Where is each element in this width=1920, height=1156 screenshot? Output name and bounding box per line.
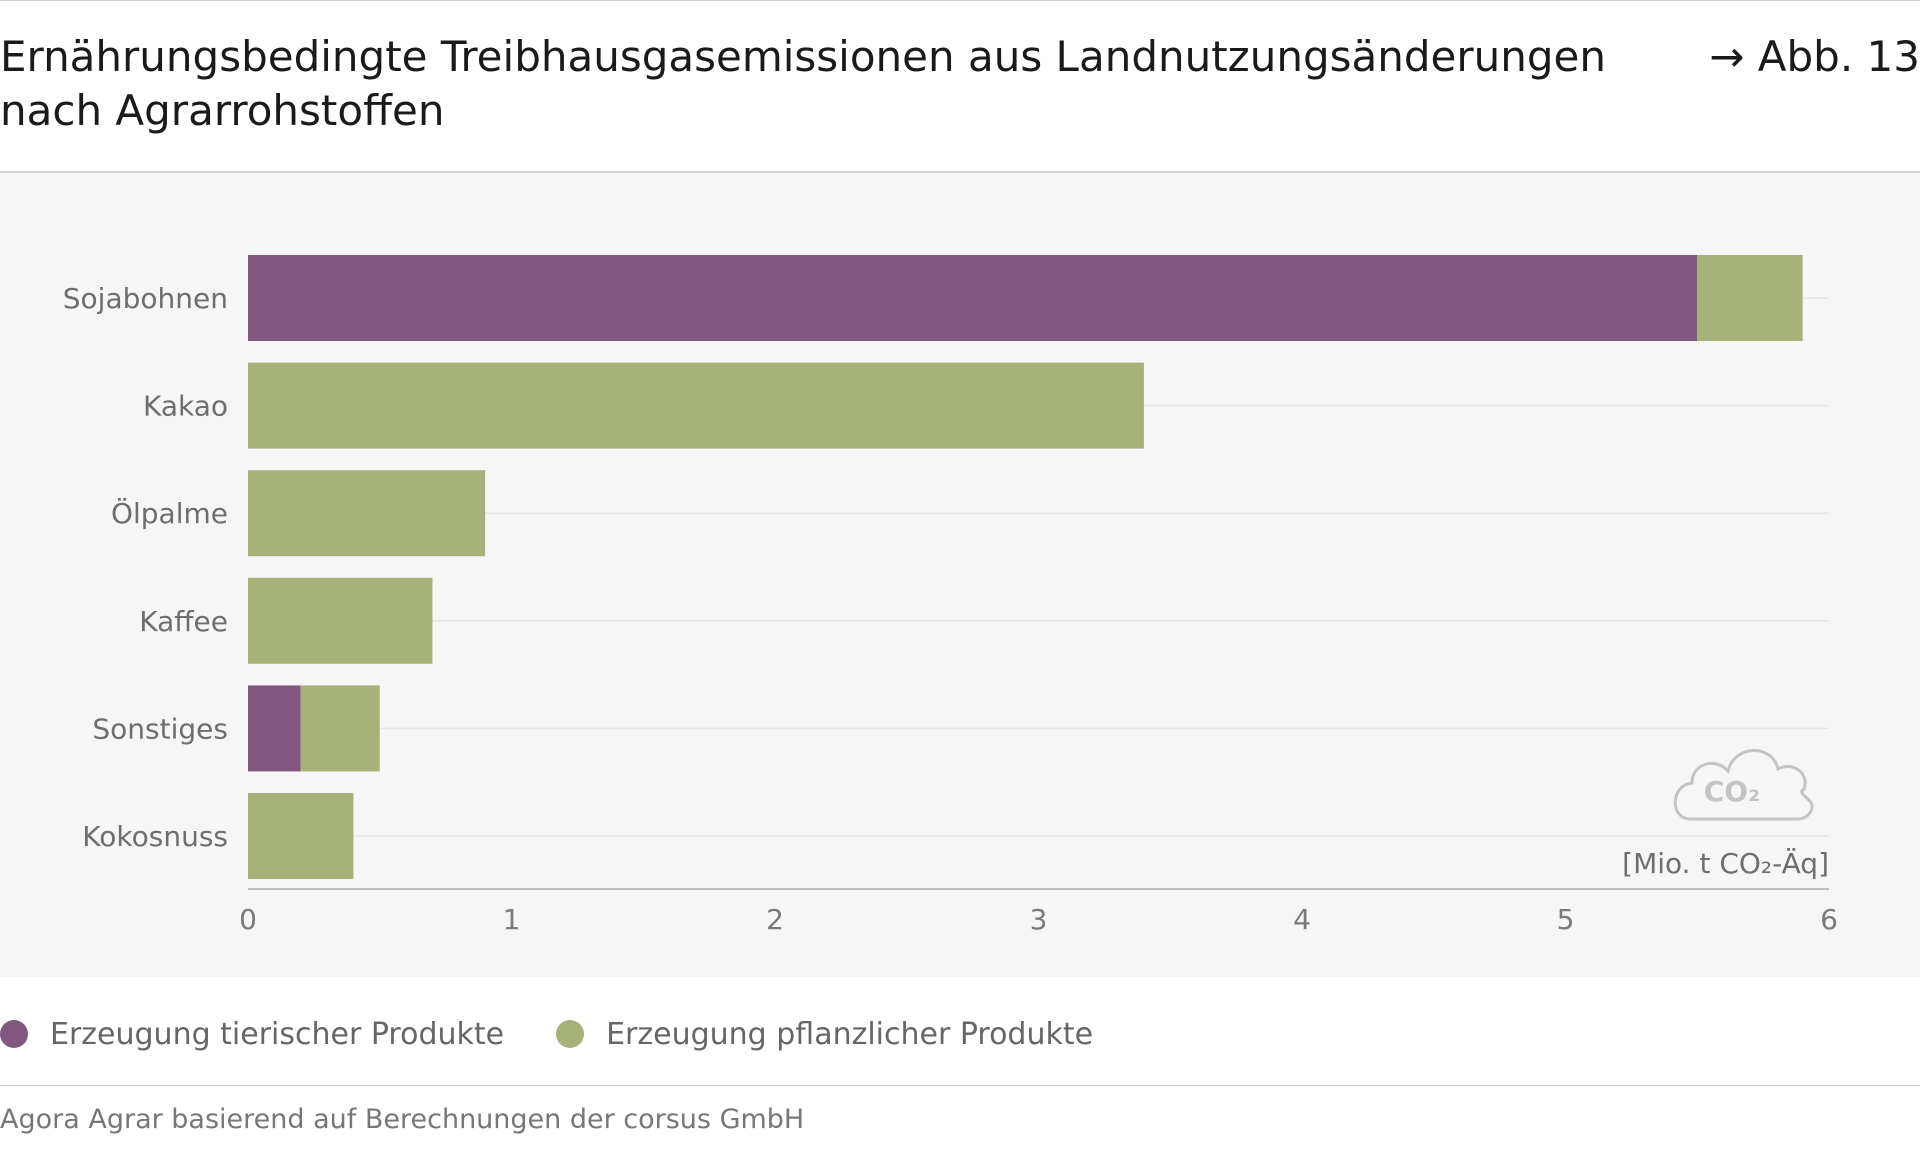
legend-label-tierisch: Erzeugung tierischer Produkte <box>50 1016 505 1052</box>
category-label: Kakao <box>143 390 228 423</box>
category-label: Kaffee <box>139 605 228 638</box>
x-tick-label: 4 <box>1293 903 1311 936</box>
bar-sonstiges-tierisch <box>248 685 301 772</box>
chart-panel: Sojabohnen Kakao Ölpalme Kaffee Sonstiges Kok… <box>0 173 1920 977</box>
x-tick-label: 6 <box>1820 903 1838 936</box>
legend-label-pflanzlich: Erzeugung pflanzlicher Produkte <box>606 1016 1094 1052</box>
legend-item-pflanzlich: Erzeugung pflanzlicher Produkte <box>556 1017 1093 1052</box>
x-tick-label: 5 <box>1557 903 1575 936</box>
co2-icon-label: CO₂ <box>1704 775 1761 808</box>
bar-chart: Sojabohnen Kakao Ölpalme Kaffee Sonstiges Kok… <box>63 255 1838 936</box>
bar-kokosnuss-pflanzlich <box>248 793 354 879</box>
source-divider <box>0 1085 1920 1086</box>
figure-reference: → Abb. 13 <box>1709 32 1920 81</box>
legend: Erzeugung tierischer Produkte Erzeugung … <box>0 1012 1145 1056</box>
source-note: Agora Agrar basierend auf Berechnungen d… <box>0 1104 805 1135</box>
bar-kakao-pflanzlich <box>248 362 1144 449</box>
title-divider <box>0 171 1920 173</box>
bar-sojabohnen-pflanzlich <box>1697 255 1803 341</box>
x-tick-label: 2 <box>766 903 784 936</box>
unit-label: [Mio. t CO₂-Äq] <box>1622 847 1829 880</box>
chart-title-line-1: Ernährungsbedingte Treibhausgasemissione… <box>0 32 1606 81</box>
bar-sojabohnen-tierisch <box>248 255 1698 341</box>
co2-cloud-icon: CO₂ <box>1673 749 1814 821</box>
category-label: Kokosnuss <box>82 820 228 853</box>
top-rule <box>0 0 1920 1</box>
category-label: Ölpalme <box>111 496 228 530</box>
category-label: Sojabohnen <box>63 282 228 315</box>
x-tick-label: 1 <box>503 903 521 936</box>
legend-item-tierisch: Erzeugung tierischer Produkte <box>0 1017 504 1052</box>
chart-title-line-2: nach Agrarrohstoffen <box>0 86 445 135</box>
bar-oelpalme-pflanzlich <box>248 470 486 557</box>
x-tick-label: 3 <box>1030 903 1048 936</box>
bar-kaffee-pflanzlich <box>248 577 433 664</box>
bar-sonstiges-pflanzlich <box>300 685 380 772</box>
legend-swatch-tierisch <box>0 1020 28 1048</box>
x-tick-label: 0 <box>239 903 257 936</box>
legend-swatch-pflanzlich <box>556 1020 585 1048</box>
chart-title: Ernährungsbedingte Treibhausgasemissione… <box>0 30 1640 138</box>
cloud-outline <box>1673 749 1814 821</box>
category-label: Sonstiges <box>92 712 228 745</box>
